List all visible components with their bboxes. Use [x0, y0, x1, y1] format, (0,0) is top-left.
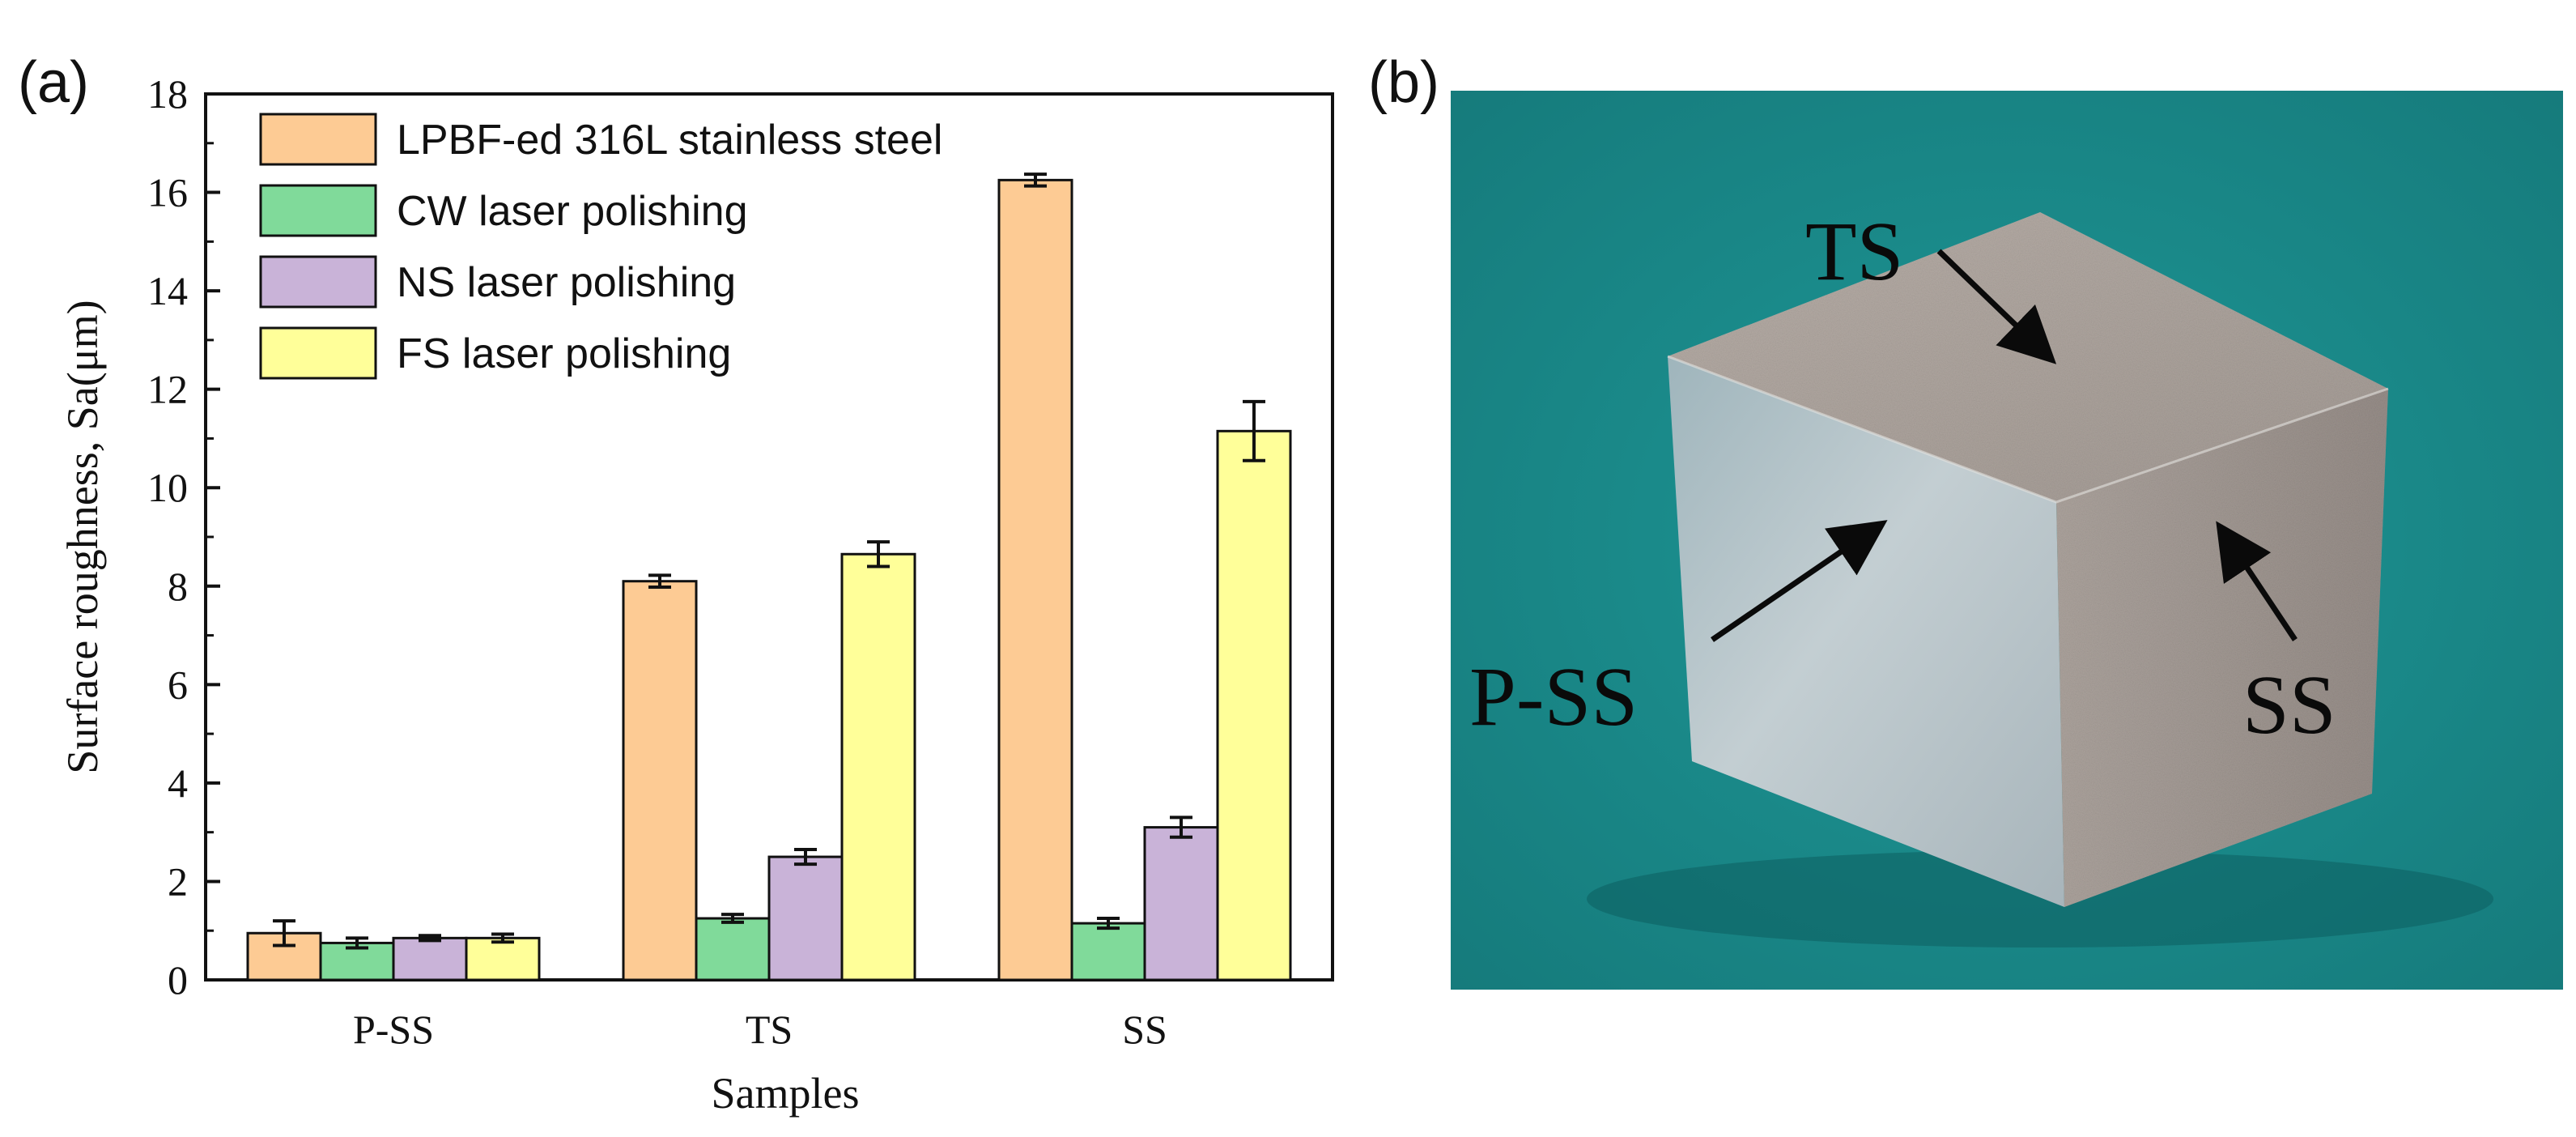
legend-swatch-lpbf — [259, 113, 377, 166]
x-tick-label: TS — [746, 1007, 793, 1052]
y-tick-label: 16 — [147, 170, 188, 215]
x-tick-label: SS — [1122, 1007, 1167, 1052]
legend-label-fs: FS laser polishing — [397, 330, 731, 377]
cube-photo: TS P-SS SS — [1451, 91, 2563, 990]
arrow-ss — [2216, 521, 2298, 641]
x-axis: P-SS TS SS — [353, 965, 1167, 1052]
cube-side-face — [2056, 389, 2388, 907]
legend-label-lpbf: LPBF-ed 316L stainless steel — [397, 117, 942, 164]
y-tick-label: 0 — [168, 957, 188, 1003]
bar — [695, 917, 771, 982]
bar — [465, 936, 541, 982]
bar — [1216, 429, 1292, 982]
legend-label-ns: NS laser polishing — [397, 259, 736, 306]
panel-a-label: (a) — [18, 50, 89, 115]
y-tick-label: 4 — [168, 760, 188, 806]
bar — [622, 580, 698, 982]
label-ts: TS — [1805, 205, 1903, 298]
y-axis-title: Surface roughness, Sa(μm) — [58, 300, 107, 773]
x-axis-title: Samples — [712, 1069, 860, 1118]
y-axis: 0 2 4 6 8 10 12 14 16 18 — [147, 71, 220, 1003]
y-tick-label: 2 — [168, 858, 188, 904]
cube-shadow — [1587, 850, 2493, 948]
cube-edge-highlight — [1667, 355, 2389, 504]
cube-front-face — [1668, 356, 2064, 907]
legend-swatch-ns — [259, 255, 377, 309]
y-tick-label: 18 — [147, 71, 188, 117]
bar — [997, 178, 1073, 982]
error-bars — [273, 172, 1265, 950]
x-tick-label: P-SS — [353, 1007, 434, 1052]
bar — [1143, 826, 1219, 982]
bar — [767, 855, 844, 982]
label-ss: SS — [2242, 658, 2336, 752]
legend-label-cw: CW laser polishing — [397, 188, 748, 235]
panel-b-label: (b) — [1368, 50, 1439, 115]
bar-chart: 0 2 4 6 8 10 12 14 16 18 P-SS TS SS LPBF-ed 316L st… — [58, 71, 1334, 1118]
y-tick-label: 14 — [147, 268, 188, 313]
legend-swatch-fs — [259, 326, 377, 380]
label-p-ss: P-SS — [1469, 650, 1638, 743]
y-tick-label: 12 — [147, 367, 188, 412]
y-tick-label: 10 — [147, 465, 188, 510]
bar — [1070, 922, 1146, 982]
bar — [392, 936, 468, 982]
y-tick-label: 8 — [168, 564, 188, 609]
legend-swatch-cw — [259, 184, 377, 237]
y-tick-label: 6 — [168, 662, 188, 707]
bar — [840, 552, 916, 982]
arrow-ts — [1936, 249, 2057, 364]
legend: LPBF-ed 316L stainless steel CW laser po… — [259, 113, 942, 380]
arrow-p-ss — [1711, 520, 1888, 642]
